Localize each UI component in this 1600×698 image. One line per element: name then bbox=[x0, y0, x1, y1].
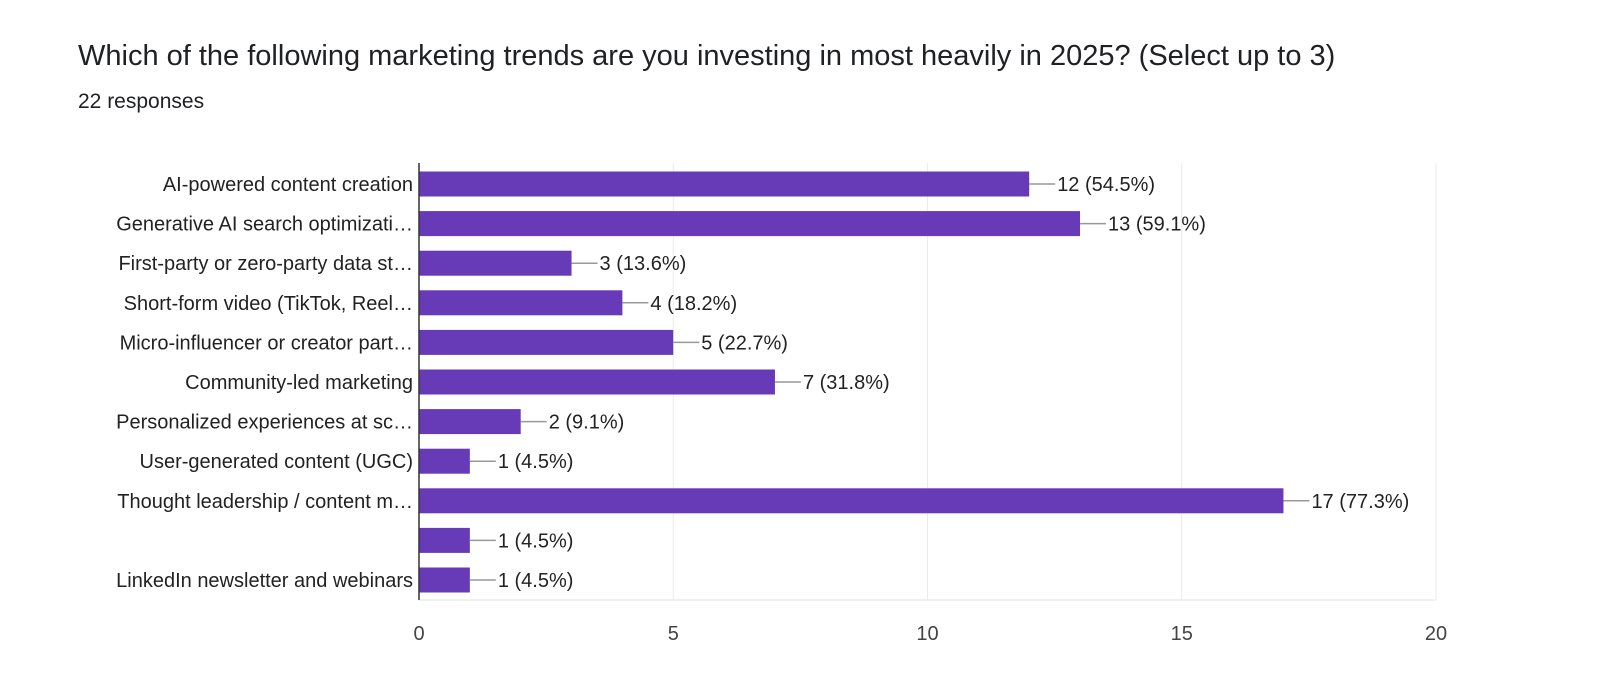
bar bbox=[419, 250, 572, 276]
data-label: 2 (9.1%) bbox=[549, 412, 625, 434]
category-label: LinkedIn newsletter and webinars bbox=[116, 570, 413, 592]
data-label: 5 (22.7%) bbox=[701, 332, 788, 354]
bar bbox=[419, 329, 674, 355]
data-label: 1 (4.5%) bbox=[498, 530, 574, 552]
response-count: 22 responses bbox=[78, 90, 205, 113]
data-label: 12 (54.5%) bbox=[1057, 174, 1155, 196]
x-tick-label: 5 bbox=[668, 623, 679, 645]
bar bbox=[419, 488, 1284, 514]
chart-title: Which of the following marketing trends … bbox=[78, 40, 1336, 72]
category-label: Personalized experiences at sc… bbox=[116, 412, 413, 434]
bar bbox=[419, 567, 470, 593]
bar bbox=[419, 211, 1081, 237]
x-tick-label: 10 bbox=[916, 623, 938, 645]
category-label: Micro-influencer or creator part… bbox=[120, 332, 413, 354]
bar bbox=[419, 448, 470, 474]
category-label: Generative AI search optimizati… bbox=[116, 214, 413, 236]
category-label: Community-led marketing bbox=[185, 372, 413, 394]
data-label: 13 (59.1%) bbox=[1108, 214, 1206, 236]
x-tick-label: 15 bbox=[1171, 623, 1193, 645]
category-label: Thought leadership / content m… bbox=[117, 491, 413, 513]
category-label: AI-powered content creation bbox=[163, 174, 413, 196]
category-label: User-generated content (UGC) bbox=[140, 451, 413, 473]
bar bbox=[419, 171, 1030, 197]
bar bbox=[419, 409, 521, 435]
data-label: 3 (13.6%) bbox=[600, 253, 687, 275]
category-label: Short-form video (TikTok, Reel… bbox=[124, 293, 413, 315]
category-label: First-party or zero-party data st… bbox=[118, 253, 413, 275]
x-tick-label: 0 bbox=[413, 623, 424, 645]
data-label: 7 (31.8%) bbox=[803, 372, 890, 394]
data-label: 4 (18.2%) bbox=[650, 293, 737, 315]
data-label: 1 (4.5%) bbox=[498, 570, 574, 592]
data-label: 17 (77.3%) bbox=[1311, 491, 1409, 513]
data-label: 1 (4.5%) bbox=[498, 451, 574, 473]
x-tick-label: 20 bbox=[1425, 623, 1447, 645]
bar bbox=[419, 369, 775, 395]
bar bbox=[419, 290, 623, 316]
bar bbox=[419, 527, 470, 553]
